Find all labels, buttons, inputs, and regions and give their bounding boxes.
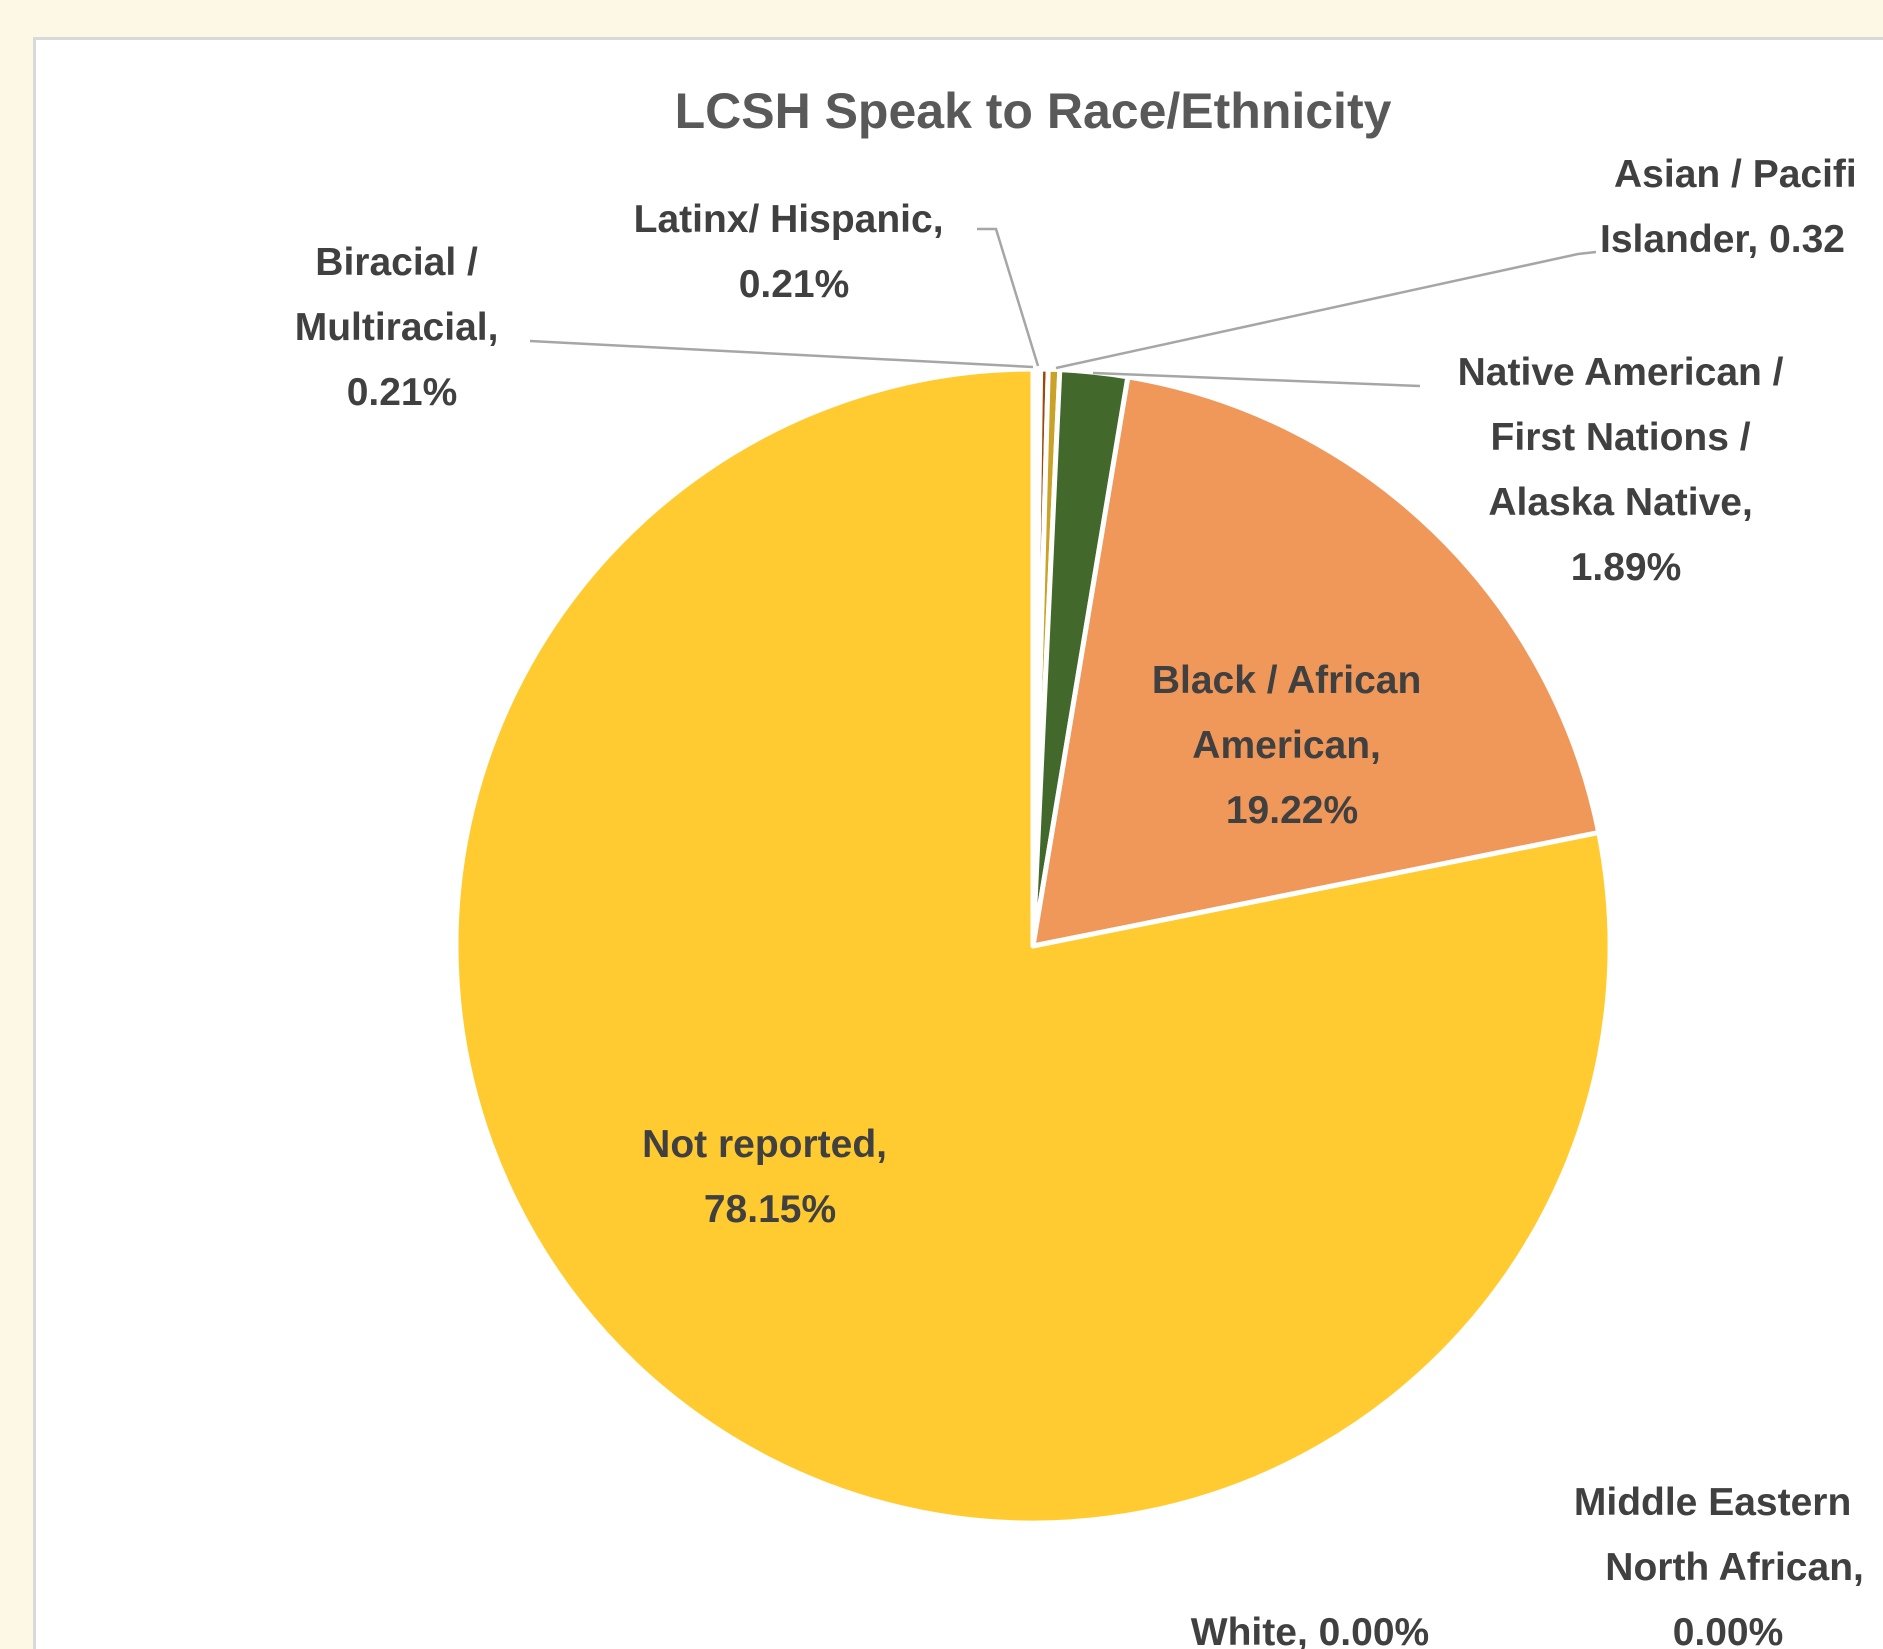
label-native: Native American / First Nations / Alaska… (1458, 351, 1795, 589)
label-middle-eastern: Middle Eastern North African, 0.00% (1574, 1481, 1875, 1649)
leader-line-asian (1055, 250, 1597, 370)
label-white: White, 0.00% (1191, 1611, 1429, 1649)
label-biracial: Biracial / Multiracial, 0.21% (295, 241, 510, 414)
leader-line-latinx (977, 227, 1040, 367)
pie-slice-black-african-american (1030, 374, 1602, 949)
leader-line-native (1092, 371, 1421, 388)
label-black: Black / African American, 19.22% (1152, 659, 1432, 832)
leader-line-biracial (529, 339, 1034, 369)
pie-slice-not-reported (453, 366, 1613, 1526)
pie-slices (453, 366, 1613, 1526)
label-not-reported: Not reported, 78.15% (642, 1123, 898, 1231)
chart-title: LCSH Speak to Race/Ethnicity (675, 83, 1392, 139)
label-asian: Asian / Pacifi Islander, 0.32 (1600, 153, 1868, 261)
label-latinx: Latinx/ Hispanic, 0.21% (634, 198, 955, 306)
